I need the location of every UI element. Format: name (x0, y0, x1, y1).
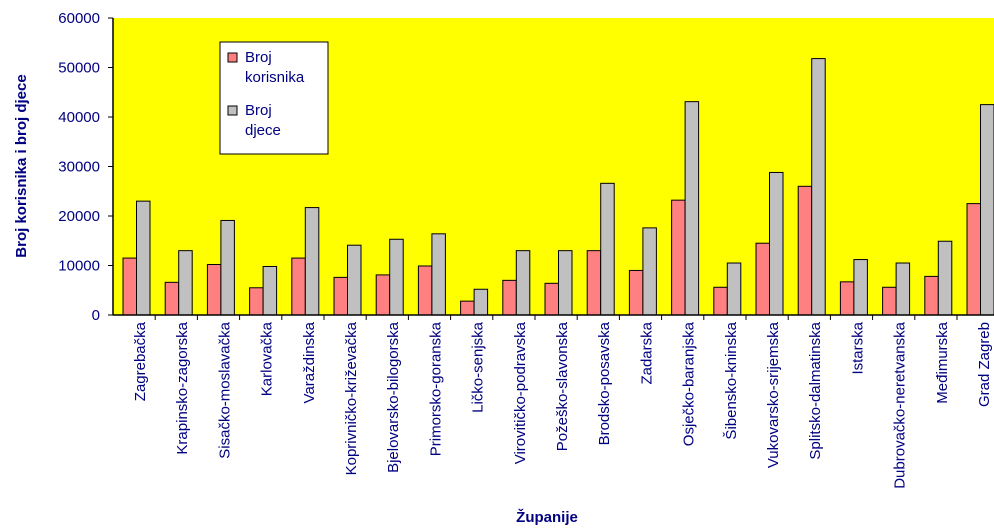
y-tick-label: 60000 (58, 10, 100, 27)
y-tick-label: 20000 (58, 208, 100, 225)
bar-korisnika-0 (123, 258, 137, 315)
legend: Broj korisnika Broj djece (220, 42, 328, 154)
legend-label-djece-line1: Broj (245, 102, 272, 119)
category-label: Vukovarsko-srijemska (765, 321, 782, 468)
category-label: Dubrovačko-neretvanska (892, 321, 909, 488)
category-label: Istarska (849, 321, 866, 374)
bar-djece-0 (137, 201, 151, 315)
category-label: Požeško-slavonska (554, 321, 571, 451)
bar-djece-5 (348, 245, 362, 315)
category-label: Zagrebačka (132, 321, 149, 401)
bar-korisnika-11 (587, 251, 601, 315)
bar-korisnika-2 (207, 265, 221, 315)
category-label: Sisačko-moslavačka (216, 321, 233, 458)
bar-korisnika-12 (629, 270, 643, 315)
bar-korisnika-7 (418, 266, 432, 315)
bar-djece-7 (432, 234, 446, 315)
y-tick-label: 30000 (58, 159, 100, 176)
bar-korisnika-9 (503, 280, 517, 315)
bar-djece-15 (770, 172, 784, 315)
bar-korisnika-1 (165, 282, 179, 315)
category-label: Bjelovarsko-bilogorska (385, 321, 402, 473)
bar-djece-11 (601, 183, 615, 315)
category-label: Virovitičko-podravska (512, 321, 529, 464)
y-axis-title: Broj korisnika i broj djece (13, 74, 30, 257)
category-label: Osječko-baranjska (681, 321, 698, 446)
bar-korisnika-8 (461, 301, 475, 315)
bar-djece-6 (390, 239, 404, 315)
bar-djece-18 (896, 263, 910, 315)
x-axis-title: Županije (516, 508, 578, 526)
bar-djece-8 (474, 289, 488, 315)
category-label: Varaždinska (301, 321, 318, 403)
bar-korisnika-20 (967, 204, 981, 315)
category-label: Karlovačka (259, 321, 276, 396)
category-label: Splitsko-dalmatinska (807, 321, 824, 459)
category-label: Šibensko-kninska (723, 321, 740, 439)
legend-label-djece-line2: djece (245, 122, 281, 139)
bar-djece-3 (263, 266, 277, 315)
category-label: Koprivničko-križevačka (343, 321, 360, 475)
bar-djece-12 (643, 228, 657, 315)
bar-djece-17 (854, 260, 868, 315)
bar-djece-2 (221, 220, 235, 315)
bar-korisnika-4 (292, 258, 306, 315)
y-tick-label: 0 (92, 307, 100, 324)
bar-korisnika-5 (334, 277, 348, 315)
category-labels: Zagrebačka Krapinsko-zagorska Sisačko-mosl… (132, 315, 993, 489)
y-tick-label: 40000 (58, 109, 100, 126)
bar-djece-19 (938, 241, 952, 315)
bar-korisnika-10 (545, 283, 559, 315)
category-label: Međimurska (934, 321, 951, 403)
bar-djece-20 (981, 105, 994, 315)
bar-korisnika-19 (925, 276, 939, 315)
bar-korisnika-18 (883, 287, 897, 315)
category-label: Zadarska (638, 321, 655, 384)
bar-korisnika-16 (798, 186, 812, 315)
bar-korisnika-6 (376, 275, 390, 315)
category-label: Brodsko-posavska (596, 321, 613, 445)
bar-djece-1 (179, 251, 193, 315)
y-tick-label: 10000 (58, 258, 100, 275)
category-label: Primorsko-goranska (427, 321, 444, 456)
bar-korisnika-13 (672, 200, 686, 315)
bar-korisnika-15 (756, 243, 770, 315)
bar-djece-14 (727, 263, 741, 315)
legend-swatch-djece (228, 106, 237, 115)
legend-swatch-korisnika (228, 53, 237, 62)
legend-label-korisnika-line2: korisnika (245, 69, 305, 86)
category-label: Grad Zagreb (976, 322, 993, 407)
category-label: Krapinsko-zagorska (174, 321, 191, 454)
bar-djece-9 (516, 251, 530, 315)
y-axis-ticks: 0 10000 20000 30000 40000 50000 60000 (58, 10, 113, 324)
category-label: Ličko-senjska (470, 321, 487, 413)
bar-korisnika-17 (840, 282, 854, 315)
bar-djece-13 (685, 102, 699, 315)
bar-djece-10 (559, 251, 573, 315)
bar-djece-4 (305, 208, 319, 315)
y-tick-label: 50000 (58, 60, 100, 77)
bar-korisnika-14 (714, 287, 728, 315)
bar-djece-16 (812, 59, 826, 315)
bar-korisnika-3 (250, 288, 264, 315)
legend-label-korisnika-line1: Broj (245, 49, 272, 66)
